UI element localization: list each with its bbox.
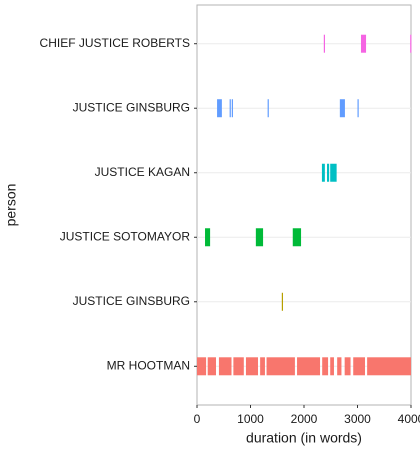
- segment: [229, 99, 231, 118]
- segment: [410, 34, 412, 53]
- x-tick-label: 4000: [398, 412, 420, 426]
- segment: [344, 357, 351, 376]
- segment: [330, 163, 337, 182]
- segment: [267, 99, 269, 118]
- segment: [339, 99, 345, 118]
- segment: [217, 99, 222, 118]
- segment: [367, 357, 411, 376]
- segment: [337, 357, 342, 376]
- segment: [357, 99, 359, 118]
- y-tick-label: JUSTICE GINSBURG: [73, 100, 190, 114]
- plot-panel: [196, 4, 412, 406]
- segment: [322, 357, 329, 376]
- segment: [260, 357, 265, 376]
- segment: [266, 357, 295, 376]
- segment: [231, 99, 233, 118]
- segment: [292, 228, 302, 247]
- segment: [330, 357, 334, 376]
- segment: [297, 357, 321, 376]
- segment: [353, 357, 365, 376]
- segment: [360, 34, 367, 53]
- segment: [207, 357, 216, 376]
- x-axis-title: duration (in words): [246, 430, 362, 446]
- segment: [321, 163, 325, 182]
- y-tick-label: JUSTICE GINSBURG: [73, 294, 190, 308]
- segment: [281, 292, 283, 311]
- x-tick-label: 0: [194, 412, 201, 426]
- segment: [323, 34, 325, 53]
- y-tick-label: MR HOOTMAN: [107, 358, 190, 372]
- segment: [205, 228, 211, 247]
- y-tick-label: JUSTICE SOTOMAYOR: [60, 229, 191, 243]
- x-tick-label: 2000: [291, 412, 318, 426]
- segment: [245, 357, 258, 376]
- x-tick-label: 1000: [237, 412, 264, 426]
- segment: [233, 357, 244, 376]
- segment: [218, 357, 232, 376]
- y-axis-title: person: [3, 184, 19, 227]
- x-tick-label: 3000: [344, 412, 371, 426]
- segment: [197, 357, 207, 376]
- segment: [327, 163, 330, 182]
- y-tick-label: JUSTICE KAGAN: [95, 165, 190, 179]
- segment: [255, 228, 264, 247]
- y-tick-label: CHIEF JUSTICE ROBERTS: [40, 36, 190, 50]
